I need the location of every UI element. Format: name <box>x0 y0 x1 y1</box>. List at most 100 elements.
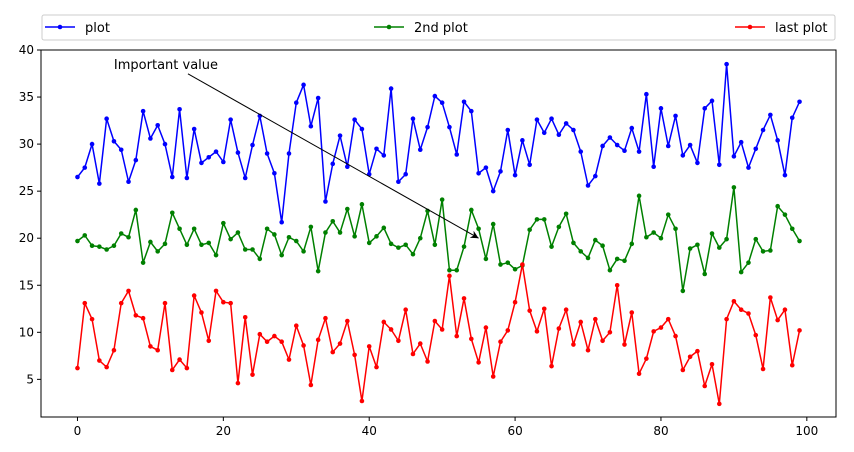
data-point <box>709 231 715 236</box>
data-point <box>104 247 109 252</box>
data-point <box>673 113 678 119</box>
data-point <box>614 282 620 288</box>
data-point <box>738 269 744 275</box>
data-point <box>308 382 314 388</box>
y-tick-label: 20 <box>19 231 34 245</box>
data-point <box>432 318 438 324</box>
data-point <box>140 315 146 321</box>
data-point <box>512 266 518 272</box>
data-point <box>607 135 613 140</box>
data-point <box>242 247 248 252</box>
data-point <box>206 338 212 344</box>
data-point <box>191 126 197 132</box>
data-point <box>279 252 284 258</box>
data-point <box>82 165 88 170</box>
data-point <box>571 240 576 246</box>
data-point <box>505 127 511 133</box>
data-point <box>505 260 511 265</box>
data-point <box>82 233 88 238</box>
legend-swatch-marker <box>57 24 63 30</box>
data-point <box>658 325 664 330</box>
data-point <box>425 124 430 130</box>
data-point <box>578 149 584 154</box>
data-point <box>177 357 182 362</box>
data-point <box>593 316 598 322</box>
data-point <box>439 100 445 105</box>
data-point <box>417 341 423 346</box>
data-point <box>133 313 139 318</box>
data-point <box>315 337 321 343</box>
y-tick-label: 35 <box>19 90 34 104</box>
data-point <box>169 210 175 216</box>
data-point <box>687 142 693 148</box>
data-point <box>607 267 613 273</box>
data-point <box>775 317 780 323</box>
legend-swatch-marker <box>747 24 753 30</box>
data-point <box>133 157 139 163</box>
data-point <box>104 364 109 370</box>
data-point <box>417 147 423 153</box>
data-point <box>250 142 255 148</box>
data-point <box>374 234 379 239</box>
data-point <box>483 256 489 262</box>
data-point <box>199 310 204 315</box>
data-point <box>323 315 328 321</box>
data-point <box>520 262 525 267</box>
data-point <box>381 319 387 325</box>
data-point <box>432 242 438 248</box>
data-point <box>665 212 671 217</box>
data-point <box>746 165 751 170</box>
data-point <box>629 310 635 315</box>
data-point <box>374 364 379 370</box>
data-point <box>111 138 117 144</box>
data-point <box>337 133 343 138</box>
data-point <box>695 160 700 166</box>
data-point <box>789 362 795 368</box>
data-point <box>461 244 467 249</box>
data-point <box>257 256 263 262</box>
data-point <box>235 380 241 386</box>
data-point <box>644 91 649 97</box>
data-point <box>534 117 540 122</box>
legend-frame <box>41 14 836 41</box>
data-point <box>323 199 328 204</box>
data-point <box>126 288 131 294</box>
series-1 <box>75 61 802 225</box>
data-point <box>279 219 284 225</box>
data-point <box>199 242 204 248</box>
legend-item-1: plot <box>45 21 110 36</box>
data-point <box>206 154 212 160</box>
data-point <box>658 106 664 111</box>
data-point <box>702 271 708 277</box>
data-point <box>118 147 124 153</box>
data-point <box>476 170 481 176</box>
data-point <box>140 260 146 265</box>
data-point <box>600 143 605 149</box>
data-point <box>556 132 562 137</box>
data-point <box>724 61 729 67</box>
data-point <box>760 366 766 372</box>
data-point <box>111 243 117 249</box>
data-point <box>746 311 751 316</box>
data-point <box>323 230 328 235</box>
data-point <box>447 124 452 130</box>
data-point <box>709 98 715 104</box>
legend-swatch-marker <box>386 24 392 30</box>
data-point <box>476 226 481 232</box>
data-point <box>738 307 744 313</box>
data-point <box>782 172 788 178</box>
data-point <box>118 231 124 236</box>
data-point <box>578 249 584 254</box>
data-point <box>308 123 314 129</box>
data-point <box>680 367 686 373</box>
data-point <box>782 307 788 313</box>
data-point <box>636 371 642 377</box>
data-point <box>213 252 219 258</box>
plot-area <box>40 49 837 418</box>
legend-label: 2nd plot <box>414 21 468 36</box>
legend-label: plot <box>85 21 110 36</box>
data-point <box>753 332 759 338</box>
data-point <box>454 333 460 339</box>
data-point <box>527 308 532 313</box>
data-point <box>286 151 292 156</box>
